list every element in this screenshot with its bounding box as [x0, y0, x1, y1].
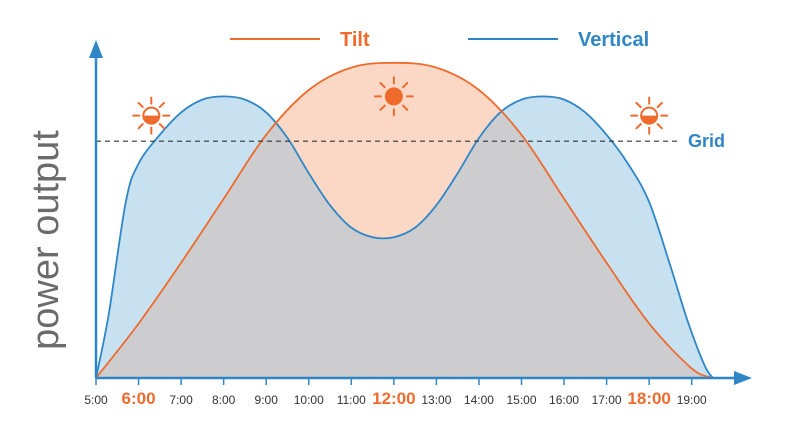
axes: [89, 40, 752, 385]
x-axis-ticks: 5:00 6:00 7:00 8:00 9:00 10:00 11:00 12:00 13:00…: [84, 378, 707, 408]
x-tick-label: 9:00: [255, 393, 279, 407]
grid-reference-label: Grid: [688, 131, 725, 151]
legend-tilt-label: Tilt: [340, 29, 370, 51]
y-axis-arrow-icon: [89, 40, 103, 58]
vertical-series-line: [95, 95, 714, 379]
half-sun-icon: [132, 96, 171, 135]
x-tick-label: 19:00: [677, 393, 707, 407]
y-axis-label: power output: [25, 130, 67, 350]
x-tick-label: 5:00: [84, 393, 108, 407]
x-tick-label: 12:00: [372, 389, 415, 408]
x-tick-label: 7:00: [169, 393, 193, 407]
sun-icons: [132, 76, 669, 135]
x-tick-label: 17:00: [592, 393, 622, 407]
x-tick-label: 13:00: [421, 393, 451, 407]
x-tick-label: 14:00: [464, 393, 494, 407]
legend: Tilt Vertical: [230, 29, 649, 51]
x-tick-label: 15:00: [506, 393, 536, 407]
full-sun-icon: [373, 76, 414, 117]
x-tick-label: 8:00: [212, 393, 236, 407]
tilt-series-line: [95, 61, 714, 379]
x-tick-label: 10:00: [294, 393, 324, 407]
legend-vertical-label: Vertical: [578, 29, 649, 51]
half-sun-icon: [630, 96, 669, 135]
x-tick-label: 11:00: [337, 393, 366, 407]
x-tick-label: 18:00: [627, 389, 670, 408]
x-tick-label: 16:00: [549, 393, 579, 407]
x-tick-label: 6:00: [122, 389, 156, 408]
x-axis-arrow-icon: [734, 371, 752, 385]
